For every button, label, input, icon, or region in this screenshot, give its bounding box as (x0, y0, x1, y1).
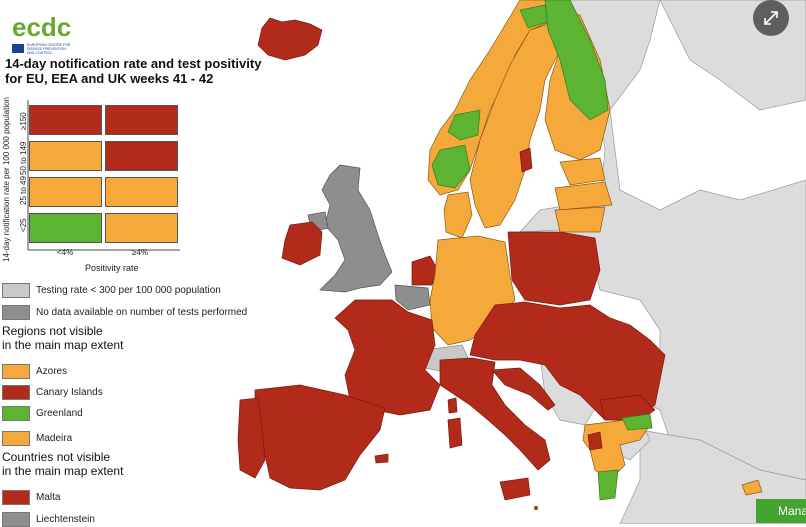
sicily (499, 477, 531, 501)
logo-line-3: AND CONTROL (27, 51, 53, 55)
legend-no-data: No data available on number of tests per… (2, 304, 247, 320)
italy (439, 357, 551, 471)
cyprus (741, 479, 763, 496)
ecdc-logo-mark: ecdc EUROPEAN CENTRE FOR DISEASE PREVENT… (12, 12, 71, 55)
logo-line-1: EUROPEAN CENTRE FOR (27, 43, 71, 47)
portugal (237, 397, 266, 479)
matrix-cell (105, 213, 178, 243)
sardinia (447, 417, 463, 449)
country-liechtenstein-label: Liechtenstein (36, 513, 95, 525)
swatch-azores (2, 363, 30, 379)
region-madeira-label: Madeira (36, 432, 73, 444)
swatch-malta (2, 489, 30, 505)
country-liechtenstein: Liechtenstein (2, 511, 95, 527)
poland (507, 231, 601, 306)
map-title: 14-day notification rate and test positi… (5, 56, 275, 86)
region-greenland: Greenland (2, 405, 83, 421)
matrix-cell (29, 105, 102, 135)
ireland (281, 221, 323, 266)
swatch-liechtenstein (2, 511, 30, 527)
fullscreen-button[interactable] (753, 0, 789, 36)
map-title-line-1: 14-day notification rate and test positi… (5, 56, 262, 71)
legend-testing-low: Testing rate < 300 per 100 000 populatio… (2, 282, 221, 298)
col-label-1: ≥4% (132, 248, 148, 257)
expand-icon (764, 11, 778, 25)
denmark (443, 191, 473, 239)
ecdc-logo: ecdc EUROPEAN CENTRE FOR DISEASE PREVENT… (10, 8, 80, 61)
swatch-no-data (2, 304, 30, 320)
corsica (447, 397, 458, 414)
balearic-islands (374, 453, 389, 464)
map-title-line-2: for EU, EEA and UK weeks 41 - 42 (5, 71, 214, 86)
sweden (469, 21, 561, 229)
region-greenland-label: Greenland (36, 407, 83, 419)
region-madeira: Madeira (2, 430, 72, 446)
countries-heading: Countries not visible in the main map ex… (2, 450, 123, 478)
swatch-testing-low (2, 282, 30, 298)
iceland (257, 17, 323, 61)
swatch-greenland (2, 405, 30, 421)
united-kingdom (319, 164, 393, 293)
lithuania (554, 206, 606, 233)
matrix-cell (29, 213, 102, 243)
norway-green-south (431, 144, 471, 189)
region-azores: Azores (2, 363, 67, 379)
countries-heading-line-2: in the main map extent (2, 464, 124, 478)
col-label-0: <4% (57, 248, 74, 257)
greece-red (587, 431, 603, 451)
country-malta: Malta (2, 489, 60, 505)
swatch-canary (2, 384, 30, 400)
regions-heading-line-1: Regions not visible (2, 324, 103, 338)
legend-no-data-label: No data available on number of tests per… (36, 306, 248, 318)
swatch-madeira (2, 430, 30, 446)
regions-heading: Regions not visible in the main map exte… (2, 324, 123, 352)
logo-wordmark: ecdc (12, 12, 71, 42)
france (334, 299, 441, 416)
matrix-axes (27, 100, 180, 251)
latvia (554, 181, 613, 211)
matrix-cell (29, 177, 102, 207)
malta-dot (534, 506, 538, 510)
greece-green-north (621, 413, 653, 431)
region-canary-label: Canary Islands (36, 386, 103, 398)
belgium (394, 284, 431, 311)
countries-heading-line-1: Countries not visible (2, 450, 111, 464)
regions-heading-line-2: in the main map extent (2, 338, 124, 352)
manage-button[interactable]: Mana (756, 499, 806, 523)
croatia (491, 367, 556, 411)
x-axis-label: Positivity rate (85, 263, 139, 273)
matrix-cell (105, 177, 178, 207)
estonia (559, 157, 606, 186)
legend-testing-low-label: Testing rate < 300 per 100 000 populatio… (36, 284, 221, 296)
sweden-red-island (519, 147, 533, 173)
matrix-cell (105, 105, 178, 135)
norway-green-north (447, 109, 481, 141)
matrix-cell (105, 141, 178, 171)
logo-line-2: DISEASE PREVENTION (27, 47, 66, 51)
greece-green-south (597, 469, 619, 501)
region-azores-label: Azores (36, 365, 68, 377)
matrix-cell (29, 141, 102, 171)
region-canary: Canary Islands (2, 384, 103, 400)
finland-green (544, 0, 609, 121)
country-malta-label: Malta (36, 491, 61, 503)
